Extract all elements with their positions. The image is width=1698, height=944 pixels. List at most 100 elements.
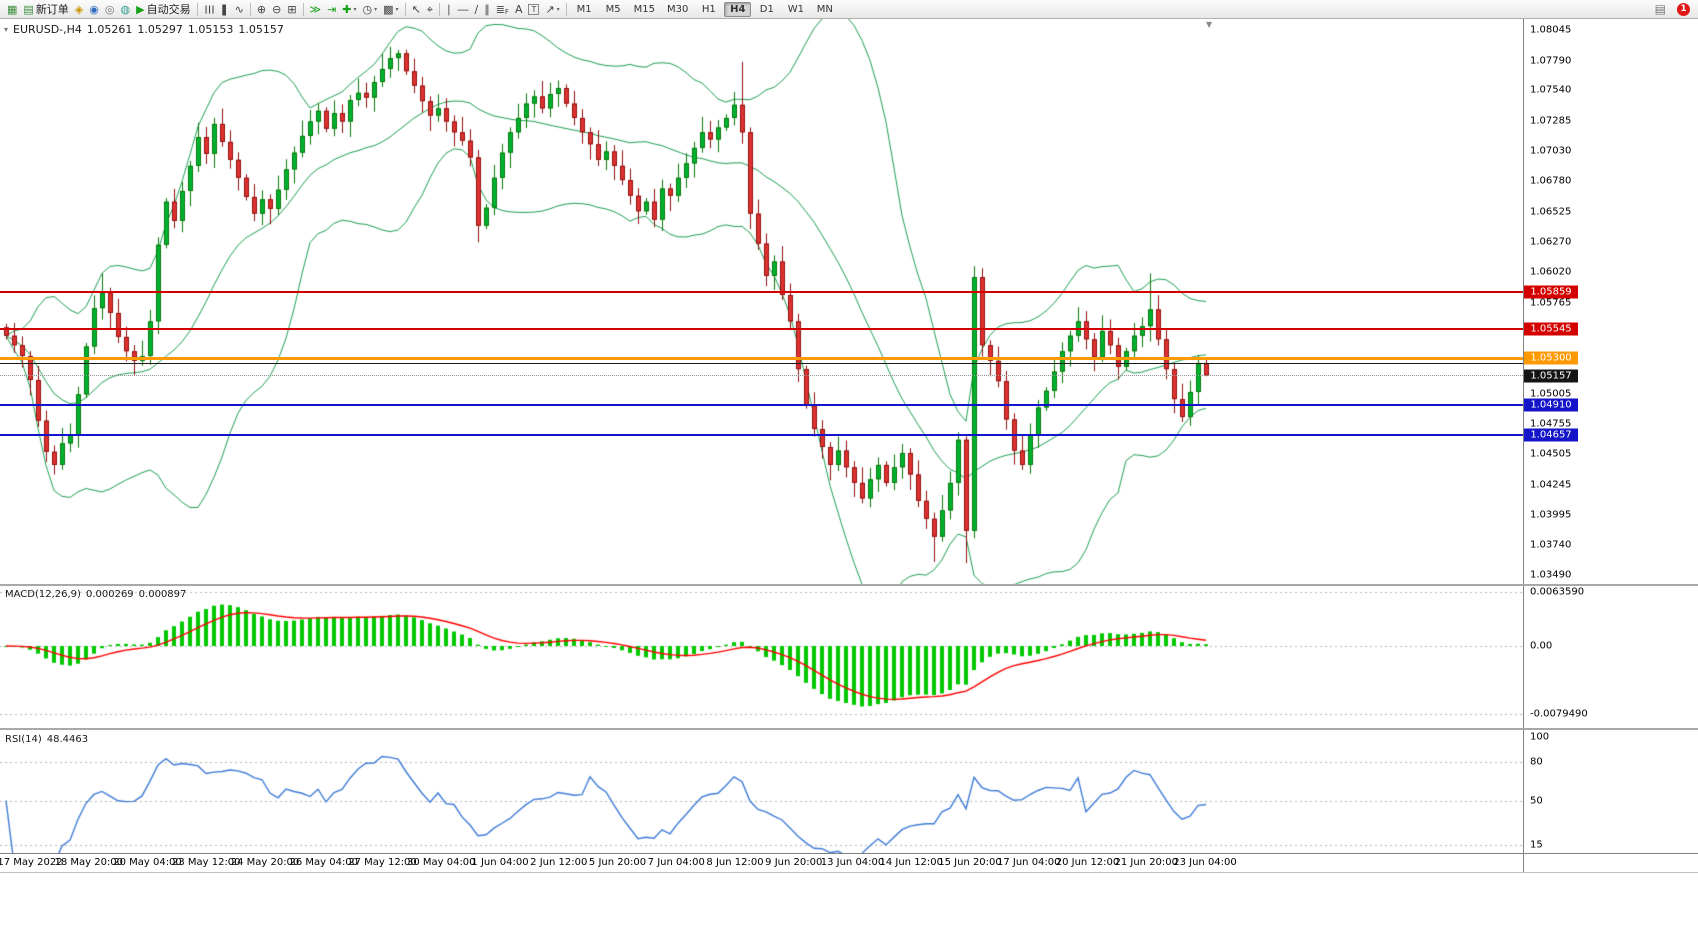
time-axis-label: 24 May 20:00 xyxy=(230,857,300,868)
macd-value-main: 0.000269 xyxy=(85,589,134,600)
macd-axis-label: 0.0063590 xyxy=(1530,586,1585,598)
chart-menu-icon[interactable]: ▾ xyxy=(4,25,9,34)
window-icon[interactable]: ▤ xyxy=(1652,1,1669,18)
autotrading-button[interactable]: ▶ 自动交易 xyxy=(133,1,193,18)
toolbar-button-icon: ▤ xyxy=(23,2,34,16)
toolbar-button-icon: ☰ xyxy=(202,4,216,14)
timeframe-button-W1[interactable]: W1 xyxy=(787,3,804,15)
rsi-canvas[interactable] xyxy=(0,731,1523,853)
price-axis-label: 1.03995 xyxy=(1530,509,1572,521)
price-axis-label: 1.07540 xyxy=(1530,84,1572,96)
zoom-in-icon[interactable]: ⊕ xyxy=(254,1,269,18)
toolbar-button-icon: ↗ xyxy=(545,2,555,16)
time-axis-label: 26 May 04:00 xyxy=(289,857,359,868)
chevron-down-icon: ▾ xyxy=(556,5,560,13)
chart-shift-icon[interactable]: ⇥ xyxy=(324,1,339,18)
price-chart-canvas[interactable] xyxy=(0,19,1523,585)
timeframe-button-H4[interactable]: H4 xyxy=(724,1,752,17)
price-axis-label: 1.06270 xyxy=(1530,236,1572,248)
price-line-badge: 1.05157 xyxy=(1524,369,1578,383)
pivot-line[interactable] xyxy=(0,356,1523,360)
panel-splitter[interactable] xyxy=(0,728,1698,730)
chart-shift-marker[interactable]: ▼ xyxy=(1206,20,1213,29)
profiles-icon[interactable]: ◈ xyxy=(72,1,86,18)
zoom-out-icon[interactable]: ⊖ xyxy=(269,1,284,18)
vertical-line-icon[interactable]: ∣ xyxy=(443,1,455,18)
tile-windows-icon[interactable]: ⊞ xyxy=(284,1,299,18)
price-line-badge: 1.05300 xyxy=(1524,351,1578,365)
price-axis-border xyxy=(1523,19,1524,873)
toolbar-button-icon: ◎ xyxy=(104,2,115,16)
fibonacci-icon[interactable]: ≣ F xyxy=(493,1,512,18)
toolbar-button-icon: ∕ xyxy=(474,2,479,16)
timeframe-toolbar: M1 M5 M15 M30 H1 H4 D1 W1 MN xyxy=(570,0,840,18)
new-order-button[interactable]: ▤ 新订单 xyxy=(20,1,71,18)
price-axis-label: 1.06525 xyxy=(1530,206,1572,218)
support-line-2[interactable] xyxy=(0,434,1523,437)
rsi-axis-label: 80 xyxy=(1530,756,1543,768)
notification-badge[interactable]: 1 xyxy=(1677,2,1690,16)
line-chart-icon[interactable]: ∿ xyxy=(232,1,247,18)
time-axis-label: 21 Jun 20:00 xyxy=(1114,857,1179,868)
indicators-button[interactable]: ✚ ▾ xyxy=(339,1,359,18)
toolbar-button-icon: ▦ xyxy=(7,2,18,16)
strategy-tester-icon[interactable]: ◍ xyxy=(118,1,134,18)
toolbar-button-icon: ⊕ xyxy=(256,2,267,16)
price-axis-label: 1.05765 xyxy=(1530,297,1572,309)
timeframe-button-D1[interactable]: D1 xyxy=(759,3,774,15)
timeframe-button-M30[interactable]: M30 xyxy=(666,3,689,15)
toolbar-button-icon: ❚ xyxy=(219,2,229,16)
time-axis-label: 9 Jun 20:00 xyxy=(765,857,823,868)
macd-canvas[interactable] xyxy=(0,586,1523,728)
time-axis-label: 7 Jun 04:00 xyxy=(647,857,705,868)
arrows-button[interactable]: ↗ ▾ xyxy=(542,1,562,18)
timeframe-button-H1[interactable]: H1 xyxy=(701,3,716,15)
channel-icon[interactable]: ∥ xyxy=(481,1,493,18)
price-line-badge: 1.04657 xyxy=(1524,428,1578,442)
macd-name: MACD(12,26,9) xyxy=(5,589,81,600)
resistance-line-1[interactable] xyxy=(0,290,1523,293)
bar-chart-icon[interactable]: ☰ xyxy=(201,1,217,18)
macd-axis-label: 0.00 xyxy=(1530,640,1553,652)
current-price-line[interactable] xyxy=(0,375,1523,377)
rsi-label: RSI(14) 48.4463 xyxy=(5,734,88,745)
level-line[interactable] xyxy=(0,362,1523,364)
candlestick-icon[interactable]: ❚ xyxy=(216,1,231,18)
resistance-line-2[interactable] xyxy=(0,328,1523,331)
time-axis-label: 23 Jun 04:00 xyxy=(1173,857,1237,868)
toolbar-separator xyxy=(302,2,304,16)
timeframe-button-M15[interactable]: M15 xyxy=(633,3,655,15)
market-watch-icon[interactable]: ◉ xyxy=(86,1,102,18)
data-window-icon[interactable]: ◎ xyxy=(102,1,118,18)
toolbar-button-icon: A xyxy=(514,2,523,16)
text-icon[interactable]: A xyxy=(512,1,526,18)
support-line-1[interactable] xyxy=(0,404,1523,407)
new-chart-icon[interactable]: ▦ xyxy=(4,1,20,18)
toolbar-button-icon: ― xyxy=(457,2,469,16)
timeframe-button-MN[interactable]: MN xyxy=(816,3,833,15)
rsi-axis-label: 100 xyxy=(1530,731,1550,743)
text-label-icon[interactable]: T xyxy=(525,1,542,18)
crosshair-icon[interactable]: ⌖ xyxy=(424,1,436,18)
auto-scroll-icon[interactable]: ≫ xyxy=(307,1,325,18)
toolbar-button-label: 自动交易 xyxy=(146,3,191,16)
time-axis-label: 5 Jun 20:00 xyxy=(588,857,647,868)
panel-splitter[interactable] xyxy=(0,584,1698,586)
toolbar-button-label: 新订单 xyxy=(35,3,69,16)
cursor-icon[interactable]: ↖ xyxy=(409,1,424,18)
periods-button[interactable]: ◷ ▾ xyxy=(360,1,381,18)
toolbar-button-icon: ▶ xyxy=(136,2,145,16)
templates-button[interactable]: ▩ ▾ xyxy=(380,1,401,18)
trendline-icon[interactable]: ∕ xyxy=(471,1,481,18)
ohlc-close: 1.05157 xyxy=(238,23,284,36)
horizontal-line-icon[interactable]: ― xyxy=(454,1,471,18)
timeframe-button-M1[interactable]: M1 xyxy=(576,3,592,15)
time-axis-label: 20 May 04:00 xyxy=(113,857,182,868)
price-axis-label: 1.03740 xyxy=(1530,539,1572,551)
timeframe-button-M5[interactable]: M5 xyxy=(605,3,621,15)
price-axis-label: 1.05005 xyxy=(1530,388,1572,400)
chevron-down-icon: ▾ xyxy=(374,5,378,13)
price-axis-label: 1.08045 xyxy=(1530,24,1572,36)
chevron-down-icon: ▾ xyxy=(353,5,357,13)
